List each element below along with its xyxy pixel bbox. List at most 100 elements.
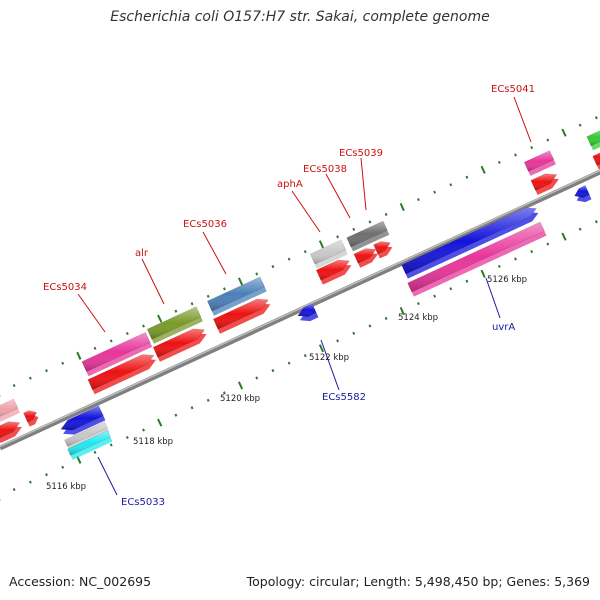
- tick-outer-minor: [449, 183, 453, 187]
- tick-outer-minor: [174, 309, 178, 313]
- gene-label-ecs5038[interactable]: ECs5038: [303, 164, 347, 175]
- feature-ecs5038-red-gloss: [353, 248, 376, 264]
- tick-outer-minor: [206, 294, 210, 298]
- gene-label-ecs5033[interactable]: ECs5033: [121, 497, 165, 508]
- feature-apha-red-shade: [318, 264, 352, 285]
- tick-outer-minor: [222, 287, 226, 291]
- tick-outer-minor: [352, 227, 356, 231]
- tick-outer-minor: [303, 250, 307, 254]
- feature-ecs5041-gloss: [524, 150, 554, 172]
- tick-inner-minor: [287, 361, 291, 365]
- feature-edge-red-small-gloss: [23, 410, 37, 422]
- tick-outer-minor: [271, 265, 275, 269]
- feature-apha-red-gloss: [316, 260, 350, 281]
- gene-label-ecs5034[interactable]: ECs5034: [43, 282, 87, 293]
- gene-label-apha[interactable]: aphA: [277, 179, 303, 190]
- feature-green-edge-gloss: [586, 130, 600, 146]
- tick-inner-minor: [465, 279, 469, 283]
- gene-label-ecs5036[interactable]: ECs5036: [183, 219, 227, 230]
- tick-outer-minor: [417, 198, 420, 202]
- feature-ecs5036-red-gloss: [213, 299, 269, 330]
- pointer-ecs5036: [202, 231, 227, 275]
- pointer-ecs5038: [325, 173, 351, 219]
- tick-outer-major: [561, 128, 567, 137]
- tick-outer-minor: [45, 369, 48, 373]
- tick-inner-minor: [497, 264, 501, 268]
- tick-inner-minor: [368, 324, 372, 328]
- gene-label-uvra[interactable]: uvrA: [492, 322, 515, 333]
- pointer-ecs5039: [360, 157, 367, 211]
- genome-backbone: [0, 169, 600, 451]
- tick-inner-minor: [530, 249, 534, 254]
- tick-inner-minor: [222, 391, 226, 395]
- tick-label-5126: 5126 kbp: [487, 275, 527, 285]
- feature-edge-red-gloss: [0, 421, 20, 438]
- tick-outer-minor: [530, 145, 534, 150]
- pointer-ecs5033: [97, 456, 118, 496]
- tick-outer-minor: [93, 346, 97, 350]
- feature-uvra-pink-gloss: [407, 222, 545, 292]
- tick-inner-minor: [514, 257, 517, 261]
- tick-inner-major: [318, 344, 325, 353]
- tick-outer-major: [157, 314, 163, 323]
- tick-inner-major: [237, 381, 244, 390]
- tick-inner-minor: [61, 465, 65, 469]
- feature-ecs5582-gloss: [297, 303, 317, 317]
- tick-outer-minor: [255, 272, 259, 276]
- tick-inner-minor: [206, 398, 210, 402]
- tick-track-outer: [0, 116, 598, 397]
- gene-label-ecs5582[interactable]: ECs5582: [322, 392, 366, 403]
- tick-label-5120: 5120 kbp: [220, 394, 260, 404]
- map-title: Escherichia coli O157:H7 str. Sakai, com…: [110, 9, 490, 25]
- feature-ecs5039-red-gloss: [373, 241, 391, 254]
- tick-inner-minor: [174, 413, 178, 417]
- tick-outer-minor: [61, 361, 65, 365]
- feature-uvra-bar-gloss: [401, 207, 537, 274]
- tick-outer-minor: [578, 123, 582, 127]
- pointer-uvra: [485, 277, 501, 319]
- feature-edge-pink-gloss: [0, 399, 18, 417]
- tick-outer-minor: [433, 190, 437, 194]
- tick-outer-minor: [594, 116, 598, 120]
- tick-inner-minor: [28, 480, 32, 484]
- tick-inner-minor: [449, 287, 453, 291]
- tick-inner-minor: [12, 487, 16, 492]
- tick-inner-minor: [109, 443, 113, 447]
- feature-alr-red-gloss: [153, 328, 205, 358]
- tick-inner-minor: [594, 220, 598, 224]
- feature-ecs5039-gloss: [346, 221, 388, 247]
- tick-inner-major: [561, 232, 567, 241]
- gene-label-alr[interactable]: alr: [135, 248, 149, 259]
- tick-track-inner: [0, 220, 598, 501]
- gene-label-ecs5041[interactable]: ECs5041: [491, 84, 535, 95]
- pointer-ecs5041: [513, 96, 532, 143]
- feature-ecs5034-red-gloss: [87, 354, 154, 390]
- feature-red-edge-gloss: [592, 152, 600, 166]
- tick-outer-minor: [142, 324, 146, 328]
- tick-outer-major: [237, 277, 244, 286]
- tick-inner-minor: [190, 406, 194, 410]
- tick-outer-minor: [336, 235, 340, 239]
- pointer-ecs5582: [320, 339, 340, 391]
- feature-ecs5034-gloss: [81, 332, 151, 372]
- feature-ecs5033-shade: [69, 435, 113, 460]
- genome-stats-text: Topology: circular; Length: 5,498,450 bp…: [246, 574, 590, 589]
- feature-apha-gloss: [310, 239, 346, 265]
- tick-label-5124: 5124 kbp: [398, 313, 438, 323]
- accession-text: Accession: NC_002695: [9, 574, 152, 589]
- pointer-apha: [291, 190, 321, 233]
- tick-outer-major: [76, 351, 82, 360]
- tick-inner-minor: [433, 294, 437, 298]
- tick-inner-minor: [271, 369, 275, 373]
- tick-inner-minor: [384, 316, 388, 320]
- feature-alr-gloss: [147, 306, 201, 340]
- feature-right-blue-gloss: [574, 185, 590, 198]
- tick-inner-major: [399, 306, 405, 316]
- feature-ecs5033-blue-gloss: [61, 405, 104, 431]
- tick-outer-major: [399, 202, 405, 212]
- pointer-ecs5034: [77, 293, 106, 333]
- tick-outer-minor: [190, 302, 194, 306]
- gene-label-ecs5039[interactable]: ECs5039: [339, 148, 383, 159]
- tick-inner-major: [480, 269, 486, 278]
